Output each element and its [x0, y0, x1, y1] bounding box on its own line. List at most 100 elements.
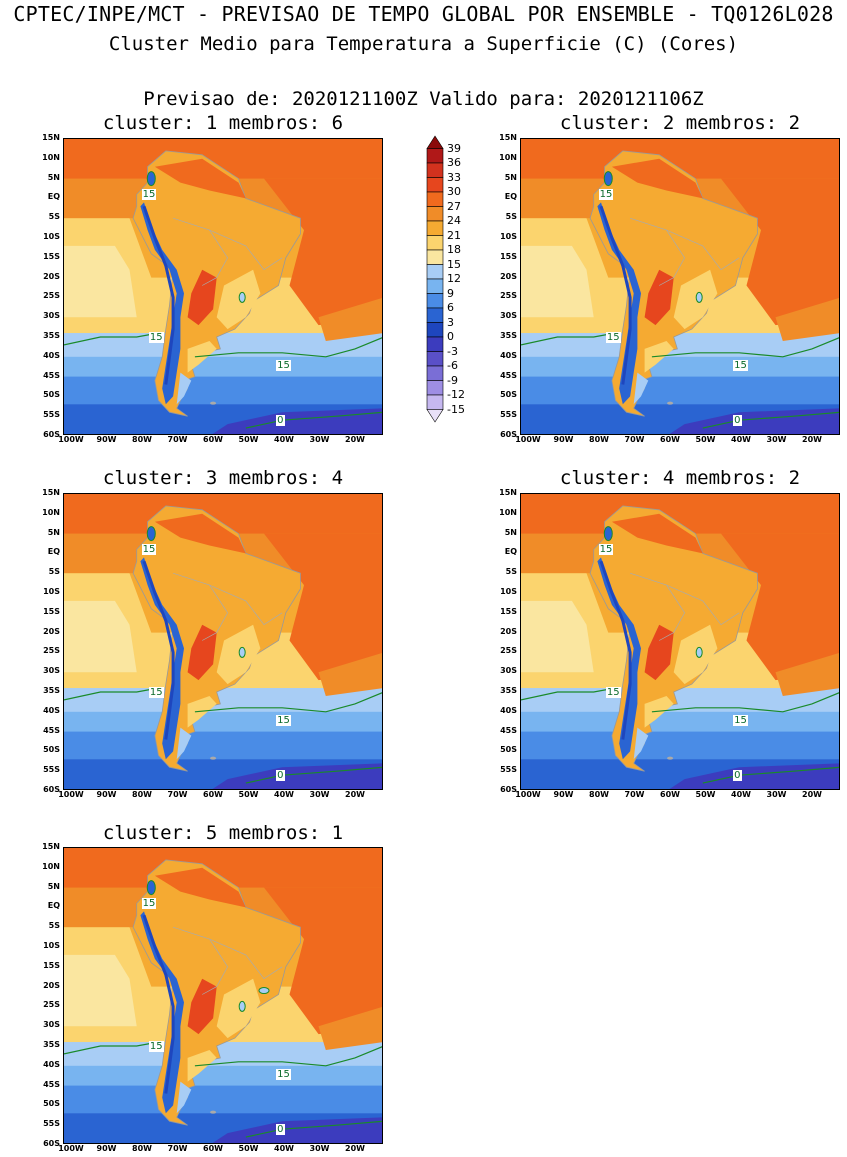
- northern-hot-land: [611, 513, 703, 554]
- temp-band-6: [521, 731, 839, 760]
- lat-tick-label: 15S: [43, 606, 60, 616]
- panel-title: cluster: 3 membros: 4: [102, 467, 344, 489]
- andes-ridge: [142, 205, 175, 385]
- colorbar-min-arrow: [426, 409, 444, 423]
- andes-north-cold-spot: [603, 526, 613, 542]
- andes-north-cold-spot: [603, 171, 613, 187]
- serra-cold-spot: [238, 1000, 246, 1012]
- contour-0-south: [702, 766, 839, 784]
- lat-tick-label: 25S: [500, 291, 517, 301]
- lat-tick-label: 50S: [43, 390, 60, 400]
- lat-tick-label: 60S: [43, 1139, 60, 1148]
- lon-tick-label: 80W: [132, 790, 152, 799]
- falkland-islands: [667, 401, 674, 405]
- lat-tick-label: 60S: [43, 785, 60, 794]
- lon-tick-label: 50W: [695, 790, 716, 799]
- lat-tick-label: 60S: [500, 430, 517, 439]
- lat-tick-label: EQ: [47, 547, 60, 557]
- contour-0-south: [245, 411, 382, 429]
- lat-tick-label: 5S: [48, 567, 60, 577]
- pacific-cream-region: [521, 245, 594, 318]
- patagonia-mild: [187, 1050, 217, 1082]
- lon-tick-label: 40W: [731, 435, 751, 444]
- lat-tick-label: 45S: [500, 725, 517, 735]
- lat-tick-label: 45S: [43, 1079, 60, 1089]
- lat-tick-label: 60S: [43, 430, 60, 439]
- colorbar-label: -15: [447, 402, 465, 416]
- contour-15-pacific: [64, 332, 159, 346]
- colorbar-swatch: [426, 148, 444, 164]
- lon-tick-label: 70W: [167, 435, 188, 444]
- andes-north-cold-spot: [146, 526, 156, 542]
- lon-tick-label: 60W: [660, 790, 680, 799]
- contour-15-pacific: [521, 332, 616, 346]
- falkland-islands: [667, 756, 674, 760]
- contour-15-pacific: [64, 687, 159, 701]
- forecast-valid-line: Previsao de: 2020121100Z Valido para: 20…: [143, 88, 704, 110]
- lon-tick-label: 70W: [624, 790, 645, 799]
- patagonia-mild: [187, 341, 217, 373]
- lat-tick-label: 35S: [500, 686, 517, 695]
- southern-cold-region: [212, 408, 382, 434]
- variable-title: Cluster Medio para Temperatura a Superfi…: [108, 33, 739, 55]
- lat-tick-label: 15S: [43, 251, 60, 261]
- country-border-1: [172, 572, 229, 641]
- lat-tick-label: 30S: [43, 311, 60, 321]
- lon-tick-label: 70W: [167, 790, 188, 799]
- temp-band-6: [521, 376, 839, 405]
- lat-tick-label: 15S: [500, 251, 517, 261]
- lat-tick-label: 50S: [43, 745, 60, 755]
- temp-band-5: [521, 356, 839, 378]
- colorbar-swatch: [426, 293, 444, 309]
- northern-hot-land: [154, 158, 246, 199]
- temperature-field: [64, 848, 382, 1143]
- lat-tick-label: 40S: [500, 350, 517, 360]
- atlantic-warm-region: [264, 178, 382, 326]
- map-area: 15 15 15 0: [520, 493, 840, 790]
- contour-label: 15: [276, 714, 291, 726]
- lat-tick-label: 45S: [500, 370, 517, 380]
- lon-tick-label: 70W: [167, 1144, 188, 1153]
- temp-band-5: [64, 356, 382, 378]
- contour-15-atlantic: [194, 337, 382, 358]
- colorbar-swatch: [426, 177, 444, 193]
- lat-tick-label: 5S: [505, 567, 517, 577]
- lon-tick-label: 40W: [274, 1144, 294, 1153]
- andes-north-cold-spot: [146, 171, 156, 187]
- lat-tick-label: 50S: [500, 390, 517, 400]
- lat-tick-label: 5N: [504, 172, 517, 182]
- lat-tick-label: 10S: [500, 232, 517, 241]
- panel-title: cluster: 4 membros: 2: [559, 467, 801, 489]
- contour-label: 0: [733, 770, 742, 782]
- contour-label: 15: [605, 332, 621, 343]
- lon-tick-label: 80W: [132, 1144, 152, 1153]
- colorbar-label: 18: [447, 243, 461, 256]
- lon-tick-label: 20W: [802, 435, 822, 444]
- contour-label: 15: [148, 332, 164, 343]
- lat-tick-label: 40S: [43, 350, 60, 360]
- lon-tick-label: 40W: [274, 790, 294, 799]
- lat-tick-label: 30S: [500, 311, 517, 321]
- contour-label: 15: [605, 687, 621, 698]
- lon-tick-label: 70W: [624, 435, 645, 444]
- andes-cold: [140, 911, 184, 1114]
- colorbar-swatch: [426, 278, 444, 294]
- colorbar-swatch: [426, 394, 444, 410]
- southern-cold-region: [212, 1117, 382, 1143]
- lat-tick-label: 40S: [43, 705, 60, 715]
- colorbar-label: -12: [447, 388, 465, 401]
- colorbar-swatch: [426, 351, 444, 367]
- lat-tick-label: 35S: [500, 331, 517, 340]
- temp-band-5: [521, 711, 839, 733]
- lon-tick-label: 80W: [589, 790, 609, 799]
- patagonia-cool: [176, 1081, 192, 1114]
- southeast-mild-land: [216, 978, 261, 1039]
- contour-15-atlantic: [651, 692, 839, 713]
- southern-cold-region: [212, 763, 382, 789]
- contour-label: 15: [598, 544, 614, 556]
- contour-15-atlantic: [651, 337, 839, 358]
- lat-tick-label: 40S: [500, 705, 517, 715]
- lat-tick-label: 15N: [499, 133, 517, 142]
- contour-label: 15: [733, 714, 748, 726]
- map-area: 15 15 15 0: [63, 493, 383, 790]
